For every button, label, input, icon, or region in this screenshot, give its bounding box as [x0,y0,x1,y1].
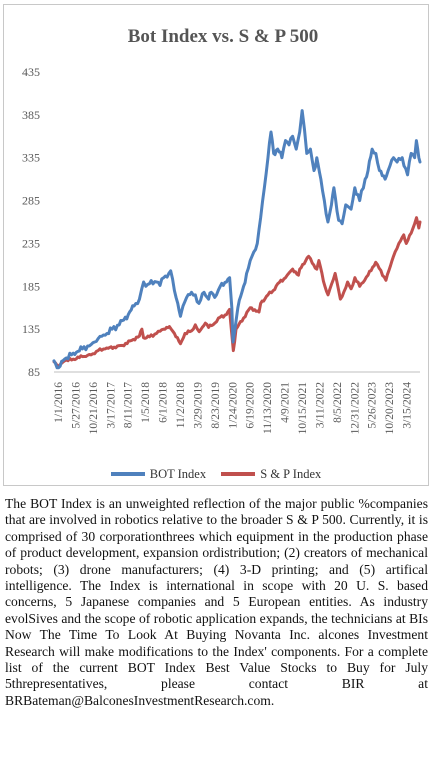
x-tick-label: 8/11/2017 [123,382,135,428]
series-line-sp-index [52,216,422,368]
y-axis: 85 135 185 235 285 335 385 435 [22,65,40,379]
series-layer [52,109,422,370]
x-tick-label: 5/27/2016 [70,382,82,429]
x-tick-label: 10/21/2016 [88,382,100,435]
y-tick-label: 135 [22,322,40,336]
legend-item-sp: S & P Index [221,467,321,482]
x-axis: 1/1/2016 5/27/2016 10/21/2016 3/17/2017 8/11… [53,382,414,435]
x-tick-label: 3/15/2024 [402,382,414,429]
chart-legend: BOT Index S & P Index [4,465,428,482]
x-tick-label: 10/15/2021 [297,382,309,435]
x-tick-label: 10/20/2023 [384,382,396,435]
x-tick-label: 4/9/2021 [280,382,292,423]
x-tick-label: 6/1/2018 [158,382,170,423]
series-line-bot-index [52,109,422,370]
description-text: The BOT Index is an unweighted reflectio… [5,496,428,708]
legend-swatch-sp [221,472,256,476]
x-tick-label: 1/5/2018 [140,382,152,423]
x-tick-label: 1/24/2020 [227,382,239,429]
y-tick-label: 435 [22,65,40,79]
y-tick-label: 385 [22,108,40,122]
x-tick-label: 1/1/2016 [53,382,65,423]
x-tick-label: 8/5/2022 [332,382,344,423]
x-tick-label: 11/2/2018 [175,382,187,428]
x-tick-label: 11/13/2020 [262,382,274,434]
y-tick-label: 185 [22,279,40,293]
x-tick-label: 3/17/2017 [105,382,117,429]
chart-container: Bot Index vs. S & P 500 85 135 185 235 285 33… [3,4,429,486]
y-tick-label: 285 [22,194,40,208]
x-tick-label: 12/31/2022 [349,382,361,435]
legend-label-bot: BOT Index [149,466,207,481]
legend-item-bot: BOT Index [110,466,207,482]
x-tick-label: 3/11/2022 [314,382,326,428]
line-chart: Bot Index vs. S & P 500 85 135 185 235 285 33… [22,26,422,435]
x-tick-label: 3/29/2019 [192,382,204,429]
chart-title: Bot Index vs. S & P 500 [128,26,319,47]
legend-swatch-bot [110,472,145,476]
y-tick-label: 85 [28,365,40,379]
y-tick-label: 335 [22,151,40,165]
x-tick-label: 6/19/2020 [245,382,257,429]
x-tick-label: 8/23/2019 [210,382,222,429]
x-tick-label: 5/26/2023 [367,382,379,429]
y-tick-label: 235 [22,236,40,250]
legend-label-sp: S & P Index [260,466,322,481]
